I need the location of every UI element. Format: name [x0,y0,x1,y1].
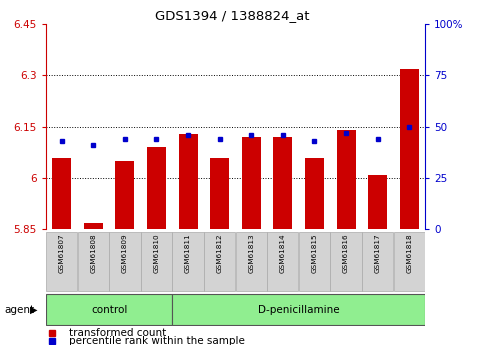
FancyBboxPatch shape [330,232,362,291]
FancyBboxPatch shape [141,232,172,291]
Bar [242,137,261,229]
Text: GSM61809: GSM61809 [122,233,128,273]
Text: GSM61813: GSM61813 [248,233,254,273]
FancyBboxPatch shape [109,232,141,291]
FancyBboxPatch shape [78,232,109,291]
Bar [179,134,198,229]
Text: GSM61812: GSM61812 [217,233,223,273]
Bar [52,158,71,229]
Bar [210,158,229,229]
Text: GSM61811: GSM61811 [185,233,191,273]
Bar [147,147,166,229]
Text: ▶: ▶ [30,305,38,315]
Bar [337,130,355,229]
Bar [305,158,324,229]
Text: GSM61808: GSM61808 [90,233,96,273]
Text: control: control [91,305,127,315]
Bar [400,69,419,229]
FancyBboxPatch shape [362,232,393,291]
Text: D-penicillamine: D-penicillamine [258,305,340,315]
Bar [115,161,134,229]
Text: transformed count: transformed count [69,328,166,337]
FancyBboxPatch shape [394,232,425,291]
Text: GSM61807: GSM61807 [58,233,65,273]
Text: GSM61814: GSM61814 [280,233,286,273]
Bar [273,137,292,229]
Text: GSM61816: GSM61816 [343,233,349,273]
FancyBboxPatch shape [46,294,172,325]
FancyBboxPatch shape [172,232,204,291]
FancyBboxPatch shape [204,232,235,291]
FancyBboxPatch shape [236,232,267,291]
FancyBboxPatch shape [267,232,298,291]
Text: GSM61818: GSM61818 [406,233,412,273]
Text: agent: agent [5,305,35,315]
Text: GDS1394 / 1388824_at: GDS1394 / 1388824_at [155,9,309,22]
Text: GSM61817: GSM61817 [375,233,381,273]
Text: percentile rank within the sample: percentile rank within the sample [69,336,245,345]
FancyBboxPatch shape [172,294,425,325]
Text: GSM61815: GSM61815 [312,233,317,273]
FancyBboxPatch shape [299,232,330,291]
Text: GSM61810: GSM61810 [154,233,159,273]
FancyBboxPatch shape [46,232,77,291]
Bar [84,223,103,229]
Bar [368,175,387,229]
